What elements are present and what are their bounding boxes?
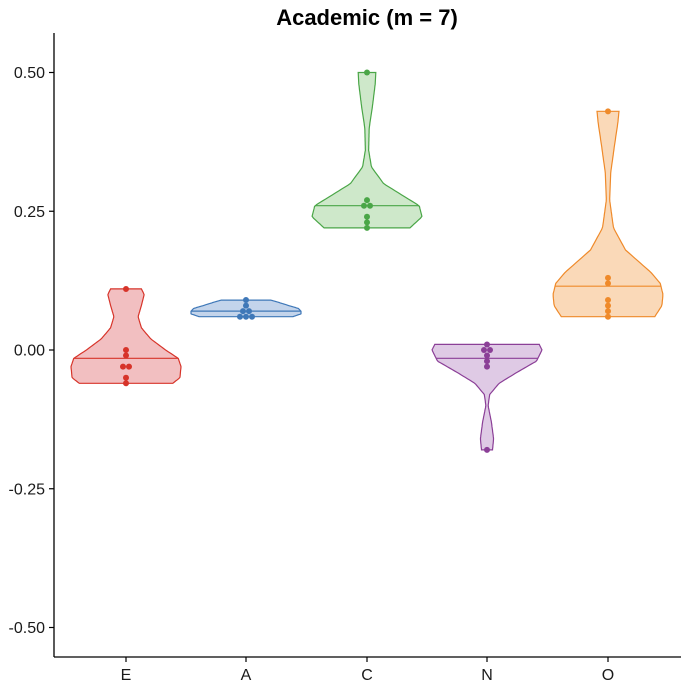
data-point (123, 380, 129, 387)
x-tick-label: A (241, 667, 252, 684)
data-point (123, 347, 129, 353)
y-tick-label: -0.25 (9, 481, 46, 498)
violin-body (311, 71, 423, 229)
data-point (484, 446, 490, 453)
data-point (123, 285, 129, 292)
data-point (605, 297, 611, 304)
data-point (605, 108, 611, 115)
data-point (364, 219, 370, 226)
violin-E (70, 285, 182, 387)
y-tick-label: 0.00 (14, 343, 45, 360)
data-point (364, 224, 370, 231)
data-point (487, 347, 493, 353)
violin-body (70, 288, 182, 384)
data-point (484, 352, 490, 359)
violin-A (190, 297, 302, 320)
data-point (123, 352, 129, 359)
y-tick-label: 0.25 (14, 204, 45, 221)
data-point (237, 313, 243, 320)
data-point (367, 202, 373, 209)
x-tick-label: C (361, 667, 373, 684)
violin-C (311, 69, 423, 231)
x-tick-label: E (121, 667, 132, 684)
data-point (120, 363, 126, 370)
violin-body (431, 343, 543, 451)
y-tick-label: -0.50 (9, 620, 46, 637)
data-point (484, 341, 490, 348)
data-point (364, 213, 370, 220)
data-point (605, 274, 611, 281)
data-point (249, 313, 255, 320)
y-tick-label: 0.50 (14, 65, 45, 82)
chart-title: Academic (m = 7) (276, 5, 458, 30)
violins (70, 69, 664, 453)
data-point (605, 280, 611, 287)
data-point (246, 308, 252, 315)
violin-N (431, 341, 543, 453)
y-ticks: 0.50 0.25 0.00 -0.25 -0.50 (9, 65, 54, 637)
data-point (605, 302, 611, 309)
data-point (364, 197, 370, 204)
data-point (243, 302, 249, 309)
data-point (243, 313, 249, 320)
data-point (123, 374, 129, 381)
data-point (243, 297, 249, 304)
data-point (364, 69, 370, 76)
data-point (481, 347, 487, 353)
x-tick-label: N (481, 667, 493, 684)
data-point (240, 308, 246, 315)
data-point (126, 363, 132, 370)
data-point (361, 202, 367, 209)
data-point (605, 313, 611, 320)
data-point (605, 308, 611, 315)
data-point (484, 358, 490, 365)
violin-body (552, 110, 664, 318)
x-tick-label: O (602, 667, 614, 684)
violin-O (552, 108, 664, 320)
data-point (484, 363, 490, 370)
